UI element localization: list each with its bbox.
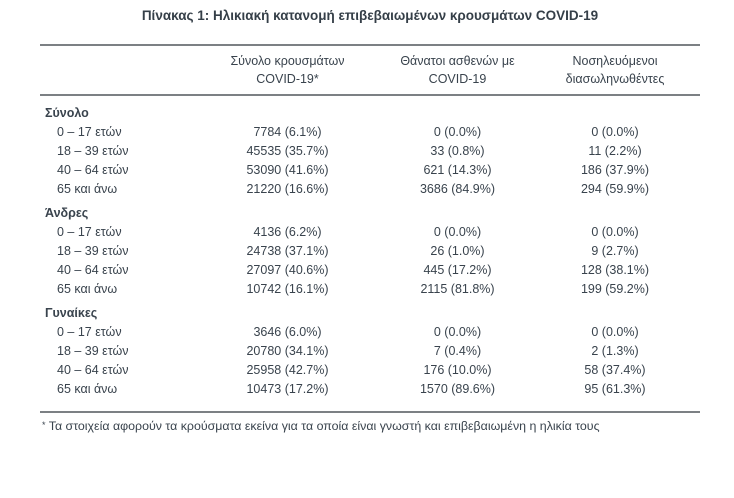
table-row: 65 και άνω 10473 (17.2%) 1570 (89.6%) 95… [40,380,700,399]
section-label-total: Σύνολο [45,106,89,120]
intubated-cell: 0 (0.0%) [591,225,639,239]
footnote-asterisk: * [42,420,46,430]
intubated-cell: 58 (37.4%) [584,363,646,377]
table-title: Πίνακας 1: Ηλικιακή κατανομή επιβεβαιωμέ… [141,8,599,23]
header-deaths-line1: Θάνατοι ασθενών με [400,54,515,68]
age-group-cell: 65 και άνω [57,182,118,196]
table-row: 65 και άνω 21220 (16.6%) 3686 (84.9%) 29… [40,180,700,199]
cases-cell: 25958 (42.7%) [246,363,329,377]
header-total-cases-line1: Σύνολο κρουσμάτων [230,54,345,68]
deaths-cell: 0 (0.0%) [433,325,482,339]
section-label-women: Γυναίκες [45,306,98,320]
table-row: 40 – 64 ετών 25958 (42.7%) 176 (10.0%) 5… [40,361,700,380]
age-group-cell: 0 – 17 ετών [57,125,122,139]
table-footnote: * Τα στοιχεία αφορούν τα κρούσματα εκείν… [40,413,702,434]
age-group-cell: 18 – 39 ετών [57,144,129,158]
header-intubated-line1: Νοσηλευόμενοι [572,54,658,68]
table-row: 0 – 17 ετών 3646 (6.0%) 0 (0.0%) 0 (0.0%… [40,323,700,342]
age-group-cell: 65 και άνω [57,282,118,296]
header-spacer [40,52,190,88]
covid-age-table: Σύνολο κρουσμάτων COVID-19* Θάνατοι ασθε… [40,44,700,434]
table-row: 40 – 64 ετών 53090 (41.6%) 621 (14.3%) 1… [40,161,700,180]
deaths-cell: 621 (14.3%) [423,163,492,177]
intubated-cell: 128 (38.1%) [580,263,650,277]
age-group-cell: 65 και άνω [57,382,118,396]
table-body: Σύνολο 0 – 17 ετών 7784 (6.1%) 0 (0.0%) … [40,96,700,413]
table-row: 40 – 64 ετών 27097 (40.6%) 445 (17.2%) 1… [40,261,700,280]
deaths-cell: 0 (0.0%) [433,225,482,239]
deaths-cell: 7 (0.4%) [433,344,482,358]
intubated-cell: 294 (59.9%) [580,182,650,196]
header-intubated-line2: διασωληνωθέντες [565,72,665,86]
intubated-cell: 0 (0.0%) [591,125,639,139]
intubated-cell: 2 (1.3%) [591,344,639,358]
cases-cell: 4136 (6.2%) [253,225,322,239]
intubated-cell: 199 (59.2%) [580,282,650,296]
age-group-cell: 0 – 17 ετών [57,225,122,239]
deaths-cell: 2115 (81.8%) [420,282,495,296]
header-total-cases-line2: COVID-19* [256,72,319,86]
intubated-cell: 186 (37.9%) [580,163,650,177]
age-group-cell: 40 – 64 ετών [57,263,129,277]
table-row: 65 και άνω 10742 (16.1%) 2115 (81.8%) 19… [40,280,700,299]
cases-cell: 10473 (17.2%) [246,382,329,396]
cases-cell: 24738 (37.1%) [246,244,329,258]
intubated-cell: 11 (2.2%) [588,144,642,158]
deaths-cell: 0 (0.0%) [433,125,482,139]
table-row: 18 – 39 ετών 45535 (35.7%) 33 (0.8%) 11 … [40,142,700,161]
cases-cell: 7784 (6.1%) [253,125,322,139]
table-row: 18 – 39 ετών 20780 (34.1%) 7 (0.4%) 2 (1… [40,342,700,361]
header-total-cases: Σύνολο κρουσμάτων COVID-19* [190,52,385,88]
section-label-men: Άνδρες [45,206,89,220]
intubated-cell: 0 (0.0%) [591,325,639,339]
header-deaths: Θάνατοι ασθενών με COVID-19 [385,52,530,88]
header-deaths-line2: COVID-19 [428,72,487,86]
header-intubated: Νοσηλευόμενοι διασωληνωθέντες [530,52,700,88]
footnote-text: Τα στοιχεία αφορούν τα κρούσματα εκείνα … [48,419,600,433]
deaths-cell: 26 (1.0%) [430,244,485,258]
cases-cell: 27097 (40.6%) [246,263,329,277]
age-group-cell: 40 – 64 ετών [57,163,129,177]
age-group-cell: 18 – 39 ετών [57,244,129,258]
table-header-row: Σύνολο κρουσμάτων COVID-19* Θάνατοι ασθε… [40,44,700,96]
age-group-cell: 40 – 64 ετών [57,363,129,377]
cases-cell: 53090 (41.6%) [246,163,329,177]
cases-cell: 21220 (16.6%) [246,182,329,196]
deaths-cell: 33 (0.8%) [430,144,485,158]
cases-cell: 10742 (16.1%) [246,282,329,296]
table-row: 18 – 39 ετών 24738 (37.1%) 26 (1.0%) 9 (… [40,242,700,261]
cases-cell: 3646 (6.0%) [253,325,322,339]
deaths-cell: 3686 (84.9%) [419,182,496,196]
intubated-cell: 95 (61.3%) [584,382,646,396]
deaths-cell: 1570 (89.6%) [419,382,496,396]
cases-cell: 45535 (35.7%) [246,144,329,158]
table-row: 0 – 17 ετών 7784 (6.1%) 0 (0.0%) 0 (0.0%… [40,123,700,142]
deaths-cell: 445 (17.2%) [423,263,492,277]
age-group-cell: 0 – 17 ετών [57,325,122,339]
table-row: 0 – 17 ετών 4136 (6.2%) 0 (0.0%) 0 (0.0%… [40,223,700,242]
intubated-cell: 9 (2.7%) [591,244,639,258]
deaths-cell: 176 (10.0%) [423,363,492,377]
age-group-cell: 18 – 39 ετών [57,344,129,358]
cases-cell: 20780 (34.1%) [246,344,329,358]
